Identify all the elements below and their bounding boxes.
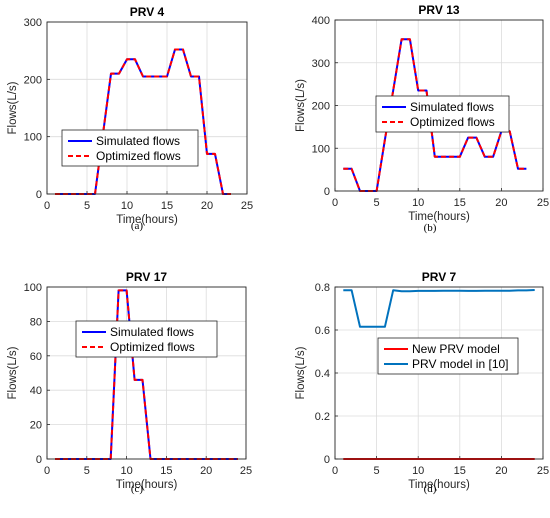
y-tick-label: 80: [30, 316, 42, 328]
x-tick-label: 10: [120, 465, 132, 477]
x-tick-label: 0: [332, 465, 338, 477]
legend-box: [377, 337, 519, 375]
chart-title: PRV 4: [130, 5, 165, 19]
x-tick-label: 0: [44, 200, 50, 212]
x-tick-label: 20: [495, 465, 507, 477]
y-tick-label: 300: [24, 17, 42, 29]
y-tick-label: 0.8: [315, 282, 330, 294]
y-tick-label: 0.6: [315, 325, 330, 337]
x-tick-label: 5: [374, 197, 380, 209]
axes-box: [334, 286, 544, 460]
legend-entry: Optimized flows: [410, 115, 495, 129]
x-tick-label: 15: [454, 197, 466, 209]
y-tick-label: 0.2: [315, 411, 330, 423]
x-tick-label: 15: [454, 465, 466, 477]
chart-title: PRV 17: [126, 270, 167, 284]
x-tick-label: 25: [241, 200, 253, 212]
x-axis-label: Time(hours): [116, 479, 178, 491]
x-axis-label: Time(hours): [408, 479, 470, 491]
y-tick-label: 100: [312, 143, 330, 155]
chart-title: PRV 7: [422, 270, 457, 284]
x-tick-label: 15: [160, 465, 172, 477]
y-tick-label: 300: [312, 58, 330, 70]
axes-box: [46, 286, 247, 460]
x-tick-label: 15: [161, 200, 173, 212]
x-tick-label: 20: [200, 465, 212, 477]
x-tick-label: 5: [84, 200, 90, 212]
x-tick-label: 10: [121, 200, 133, 212]
subfigure-caption: (a): [131, 220, 144, 232]
y-tick-label: 20: [30, 420, 42, 432]
x-axis-label: Time(hours): [408, 211, 470, 223]
x-tick-label: 25: [537, 197, 549, 209]
x-tick-label: 10: [412, 465, 424, 477]
y-tick-label: 0: [324, 186, 330, 198]
chart-panel: 0 5 10 15 20 25 0 100 200 300 PRV 4 Time(hours) Flow…: [7, 5, 253, 232]
y-axis-label: Flows(L/s): [7, 81, 19, 134]
series-line: [55, 48, 231, 195]
y-tick-label: 400: [312, 15, 330, 27]
legend-entry: Optimized flows: [96, 149, 181, 163]
y-tick-label: 40: [30, 385, 42, 397]
y-tick-label: 0: [36, 454, 42, 466]
x-tick-label: 20: [495, 197, 507, 209]
x-tick-label: 10: [412, 197, 424, 209]
x-tick-label: 0: [44, 465, 50, 477]
x-tick-label: 25: [537, 465, 549, 477]
legend-entry: Simulated flows: [96, 134, 180, 148]
axes-box: [46, 21, 248, 195]
chart-panel: 0 5 10 15 20 25 0 100 200 300 400 PRV 13 Time(hours)…: [295, 3, 549, 234]
legend-entry: Simulated flows: [110, 325, 194, 339]
y-axis-label: Flows(L/s): [7, 346, 19, 399]
y-tick-label: 0.4: [315, 368, 330, 380]
series-line: [343, 38, 527, 192]
x-tick-label: 5: [84, 465, 90, 477]
y-axis-label: Flows(L/s): [295, 346, 307, 399]
subfigure-caption: (b): [424, 222, 437, 234]
subfigure-caption: (d): [424, 483, 437, 495]
y-axis-label: Flows(L/s): [295, 79, 307, 132]
legend-entry: Optimized flows: [110, 340, 195, 354]
y-tick-label: 0: [324, 454, 330, 466]
chart-panel: 0 5 10 15 20 25 0 0.2 0.4 0.6 0.8 PRV 7 Time(hours) F…: [295, 270, 549, 495]
y-tick-label: 200: [24, 74, 42, 86]
legend-box: [75, 320, 218, 358]
x-tick-label: 25: [240, 465, 252, 477]
x-axis-label: Time(hours): [116, 214, 178, 226]
y-tick-label: 60: [30, 351, 42, 363]
x-tick-label: 5: [374, 465, 380, 477]
x-tick-label: 20: [201, 200, 213, 212]
axes-box: [334, 19, 544, 192]
legend-box: [61, 129, 199, 167]
chart-title: PRV 13: [418, 3, 459, 17]
y-tick-label: 0: [36, 189, 42, 201]
legend-entry: Simulated flows: [410, 100, 494, 114]
series-line: [343, 289, 535, 328]
x-tick-label: 0: [332, 197, 338, 209]
legend-entry: New PRV model: [412, 342, 500, 356]
y-tick-label: 200: [312, 101, 330, 113]
subfigure-caption: (c): [131, 483, 144, 495]
legend-entry: PRV model in [10]: [412, 357, 509, 371]
legend-box: [375, 95, 510, 133]
plot-area: [47, 287, 246, 459]
chart-panel: 0 5 10 15 20 25 0 20 40 60 80 100 PRV 17 Time(hours) F…: [7, 270, 252, 495]
y-tick-label: 100: [24, 282, 42, 294]
y-tick-label: 100: [24, 132, 42, 144]
